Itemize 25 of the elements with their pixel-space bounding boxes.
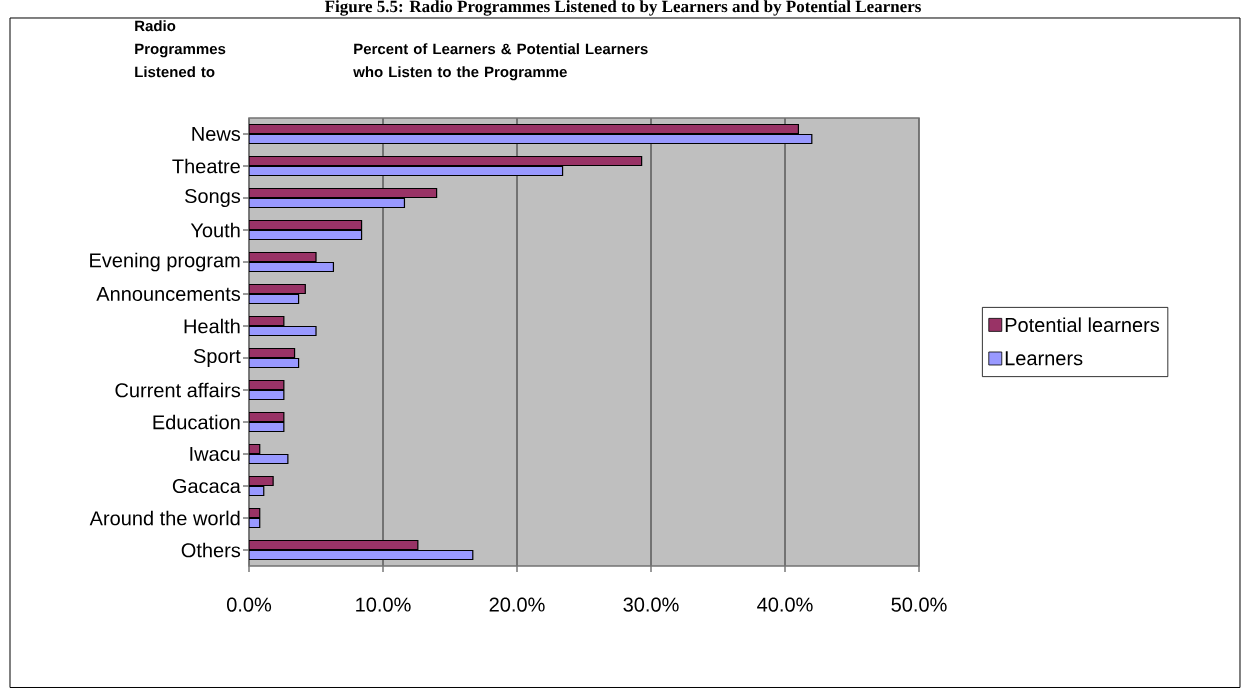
y-tick-label: Theatre xyxy=(172,158,240,174)
y-tick-label: Songs xyxy=(185,188,241,208)
y-tick-label: Education xyxy=(153,414,240,430)
x-tick-label: 50.0% xyxy=(891,597,947,612)
y-tick-label: Health xyxy=(184,318,240,334)
y-tick-label: Current affairs xyxy=(115,382,241,398)
y-tick-label: Others xyxy=(181,542,241,558)
y-tick-label: News xyxy=(192,127,241,141)
legend-label: Potential learners xyxy=(1005,317,1160,333)
y-tick-label: Sport xyxy=(193,348,241,368)
y-tick-label: Iwacu xyxy=(190,447,240,461)
x-tick-label: 20.0% xyxy=(489,597,545,612)
y-tick-label: Youth xyxy=(190,222,240,238)
x-tick-label: 10.0% xyxy=(356,597,411,612)
x-axis-title: Percent of Learners & Potential Learners who Listen to the Programme xyxy=(353,43,648,81)
y-axis-title: Radio Programmes Listened to xyxy=(135,20,226,78)
legend-label: Learners xyxy=(1005,351,1083,366)
y-tick-label: Evening program xyxy=(90,252,240,272)
y-tick-label: Around the world xyxy=(89,510,240,526)
x-tick-label: 30.0% xyxy=(623,597,679,612)
x-tick-label: 0.0% xyxy=(227,597,272,612)
x-tick-label: 40.0% xyxy=(757,597,813,612)
y-tick-label: Announcements xyxy=(96,287,241,301)
y-tick-label: Gacaca xyxy=(172,478,241,494)
chart-title: Figure 5.5: Radio Programmes Listened to by Learners and by Potential Learners xyxy=(324,0,921,16)
